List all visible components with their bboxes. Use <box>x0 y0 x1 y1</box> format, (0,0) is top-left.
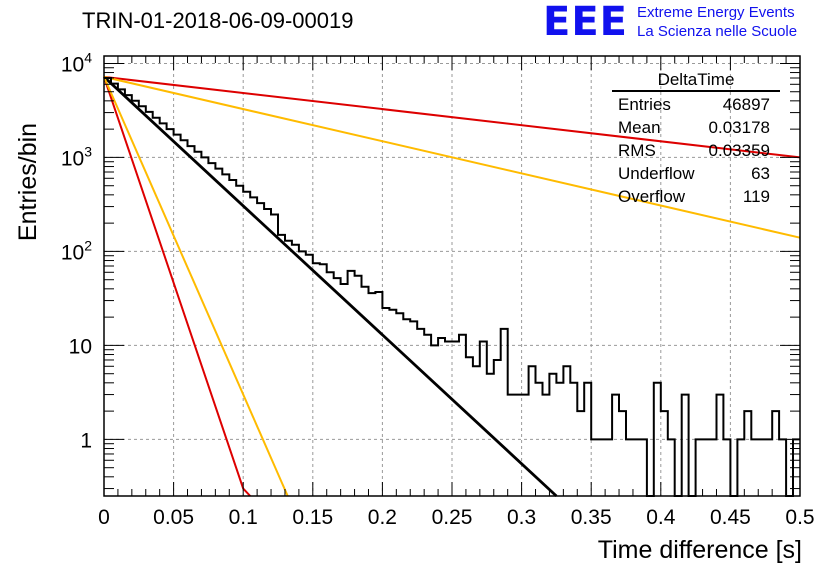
fit-curve <box>103 75 558 498</box>
y-tick-label: 103 <box>61 143 92 170</box>
stats-label: Overflow <box>618 187 686 206</box>
y-tick-label: 104 <box>61 49 92 76</box>
x-axis-label: Time difference [s] <box>598 536 802 564</box>
reference-curve <box>103 75 801 159</box>
stats-row-mean: Mean 0.03178 <box>612 116 780 139</box>
x-tick-label: 0.5 <box>785 506 814 529</box>
histogram <box>104 77 800 497</box>
y-axis-label: Entries/bin <box>14 123 42 241</box>
x-tick-label: 0.45 <box>710 506 751 529</box>
eee-logo: EEE <box>543 0 628 45</box>
run-title: TRIN-01-2018-06-09-00019 <box>82 8 354 33</box>
axis-ticks <box>103 56 801 496</box>
stats-row-rms: RMS 0.03359 <box>612 139 780 162</box>
stats-label: Underflow <box>618 164 695 183</box>
y-tick-label: 1 <box>80 429 92 452</box>
x-tick-label: 0.25 <box>432 506 473 529</box>
stats-value: 119 <box>742 187 770 206</box>
reference-curve <box>103 75 801 239</box>
logo-line-1: Extreme Energy Events <box>637 4 795 21</box>
stats-title: DeltaTime <box>612 70 780 92</box>
stats-value: 0.03178 <box>708 118 770 137</box>
y-tick-labels: 1 10 102 103 104 <box>61 49 92 452</box>
x-tick-label: 0.05 <box>153 506 194 529</box>
y-tick-label: 10 <box>69 335 92 358</box>
stats-row-entries: Entries 46897 <box>612 93 780 116</box>
stats-value: 63 <box>751 164 770 183</box>
stats-value: 46897 <box>722 95 770 114</box>
x-tick-labels: 0 0.05 0.1 0.15 0.2 0.25 0.3 0.35 0.4 0.45 0.5 <box>98 506 814 529</box>
x-tick-label: 0.3 <box>507 506 536 529</box>
stats-row-underflow: Underflow 63 <box>612 162 780 185</box>
stats-label: RMS <box>618 141 656 160</box>
x-tick-label: 0.1 <box>229 506 258 529</box>
x-tick-label: 0.35 <box>571 506 612 529</box>
stats-box: DeltaTime Entries 46897 Mean 0.03178 RMS… <box>612 70 780 208</box>
y-tick-label: 102 <box>61 237 92 264</box>
stats-label: Entries <box>618 95 671 114</box>
x-tick-label: 0.2 <box>368 506 397 529</box>
reference-curve <box>103 76 289 497</box>
x-tick-label: 0 <box>98 506 110 529</box>
x-tick-label: 0.4 <box>646 506 676 529</box>
stats-row-overflow: Overflow 119 <box>612 185 780 208</box>
logo-line-2: La Scienza nelle Scuole <box>637 23 798 40</box>
x-tick-label: 0.15 <box>292 506 333 529</box>
stats-label: Mean <box>618 118 661 137</box>
reference-curve <box>103 76 251 497</box>
stats-value: 0.03359 <box>708 141 770 160</box>
